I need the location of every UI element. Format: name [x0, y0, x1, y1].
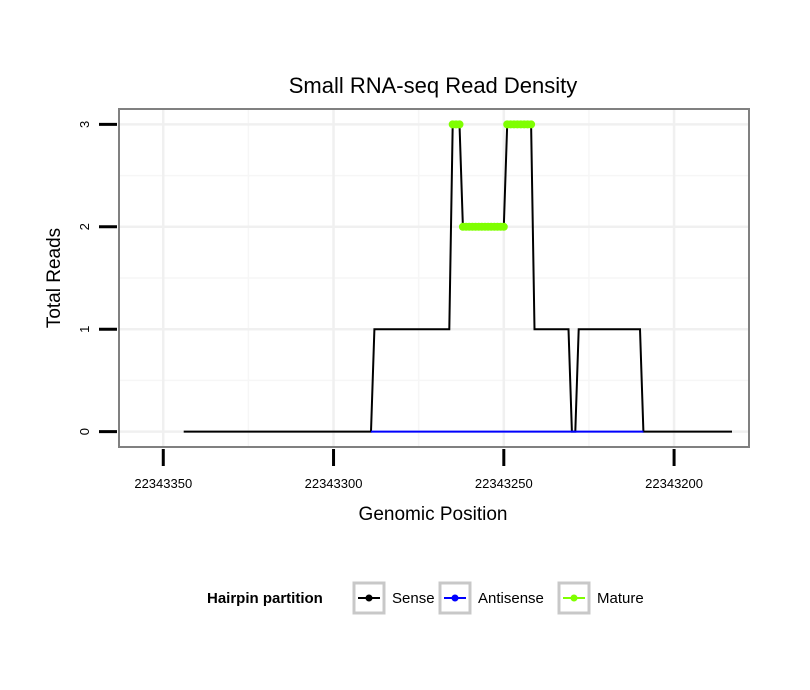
series-mature-point — [527, 120, 536, 129]
y-axis: 0 1 2 3 — [77, 121, 117, 435]
legend: Hairpin partition Sense Antisense Mature — [207, 581, 644, 615]
y-axis-title: Total Reads — [44, 228, 65, 328]
legend-label: Mature — [597, 590, 644, 607]
y-tick-label: 1 — [77, 326, 92, 333]
y-tick-label: 2 — [77, 223, 92, 230]
legend-label: Antisense — [478, 590, 544, 607]
legend-key-point — [570, 594, 578, 602]
series-mature-point — [455, 120, 464, 129]
series-layer — [183, 120, 732, 433]
legend-label: Sense — [392, 590, 435, 607]
x-axis: 22343350 22343300 22343250 22343200 — [134, 449, 703, 491]
legend-key-point — [365, 594, 373, 602]
x-tick-label: 22343200 — [645, 476, 703, 491]
x-axis-title: Genomic Position — [359, 504, 508, 525]
grid — [119, 109, 749, 447]
y-tick-label: 3 — [77, 121, 92, 128]
chart-title: Small RNA-seq Read Density — [289, 73, 578, 98]
x-tick-label: 22343250 — [475, 476, 533, 491]
legend-key-point — [451, 594, 459, 602]
legend-entry-antisense: Antisense — [438, 581, 544, 615]
x-tick-label: 22343350 — [134, 476, 192, 491]
y-tick-label: 0 — [77, 428, 92, 435]
legend-entry-mature: Mature — [557, 581, 644, 615]
legend-title: Hairpin partition — [207, 590, 323, 607]
series-mature-point — [499, 222, 508, 231]
plot-panel-border — [118, 108, 750, 448]
x-tick-label: 22343300 — [305, 476, 363, 491]
legend-entry-sense: Sense — [352, 581, 435, 615]
